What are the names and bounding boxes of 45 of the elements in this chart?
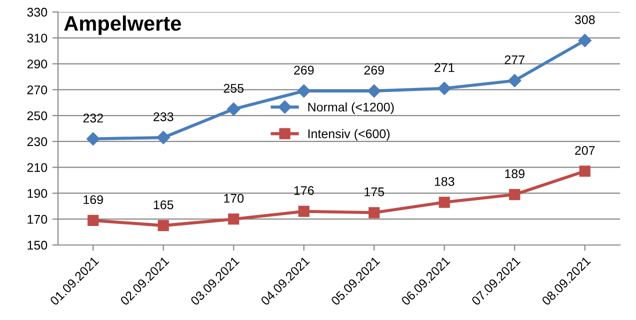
data-label: 233 [154,112,174,122]
legend-label: Intensiv (<600) [308,129,390,141]
point [156,130,170,144]
point [298,206,310,217]
data-label: 170 [224,194,244,203]
data-label: 189 [505,169,524,178]
data-label: 175 [364,188,384,196]
y-tick-label: 250 [27,111,48,120]
point [86,132,100,146]
point [158,220,169,232]
data-label: 277 [504,55,524,64]
point [368,84,381,98]
point [88,214,99,226]
point [438,196,450,208]
data-label: 308 [574,15,595,24]
point [438,82,451,95]
chart-title: Ampelwerte [64,15,181,35]
point [579,166,590,177]
point [227,102,240,116]
data-label: 269 [364,66,384,75]
y-tick-label: 150 [28,240,48,250]
data-label: 176 [294,186,314,195]
data-label: 165 [154,200,174,210]
point [509,188,520,200]
point [368,207,380,218]
point [578,34,592,48]
data-label: 169 [84,195,103,204]
y-tick-label: 190 [28,189,48,198]
data-label: 232 [83,114,103,122]
point [297,84,310,98]
data-label: 269 [294,66,314,75]
point [228,214,240,225]
y-tick-label: 230 [27,137,48,146]
legend-label: Normal (<1200) [308,102,394,114]
y-tick-label: 330 [27,8,48,17]
data-label: 255 [224,84,244,93]
y-tick-label: 170 [28,214,48,224]
data-label: 271 [434,63,454,72]
point [508,74,522,88]
y-tick-label: 310 [27,34,48,43]
y-tick-label: 290 [27,60,48,68]
data-label: 183 [434,177,454,186]
y-tick-label: 270 [27,85,48,94]
data-label: 207 [575,146,595,155]
y-tick-label: 210 [27,163,48,172]
